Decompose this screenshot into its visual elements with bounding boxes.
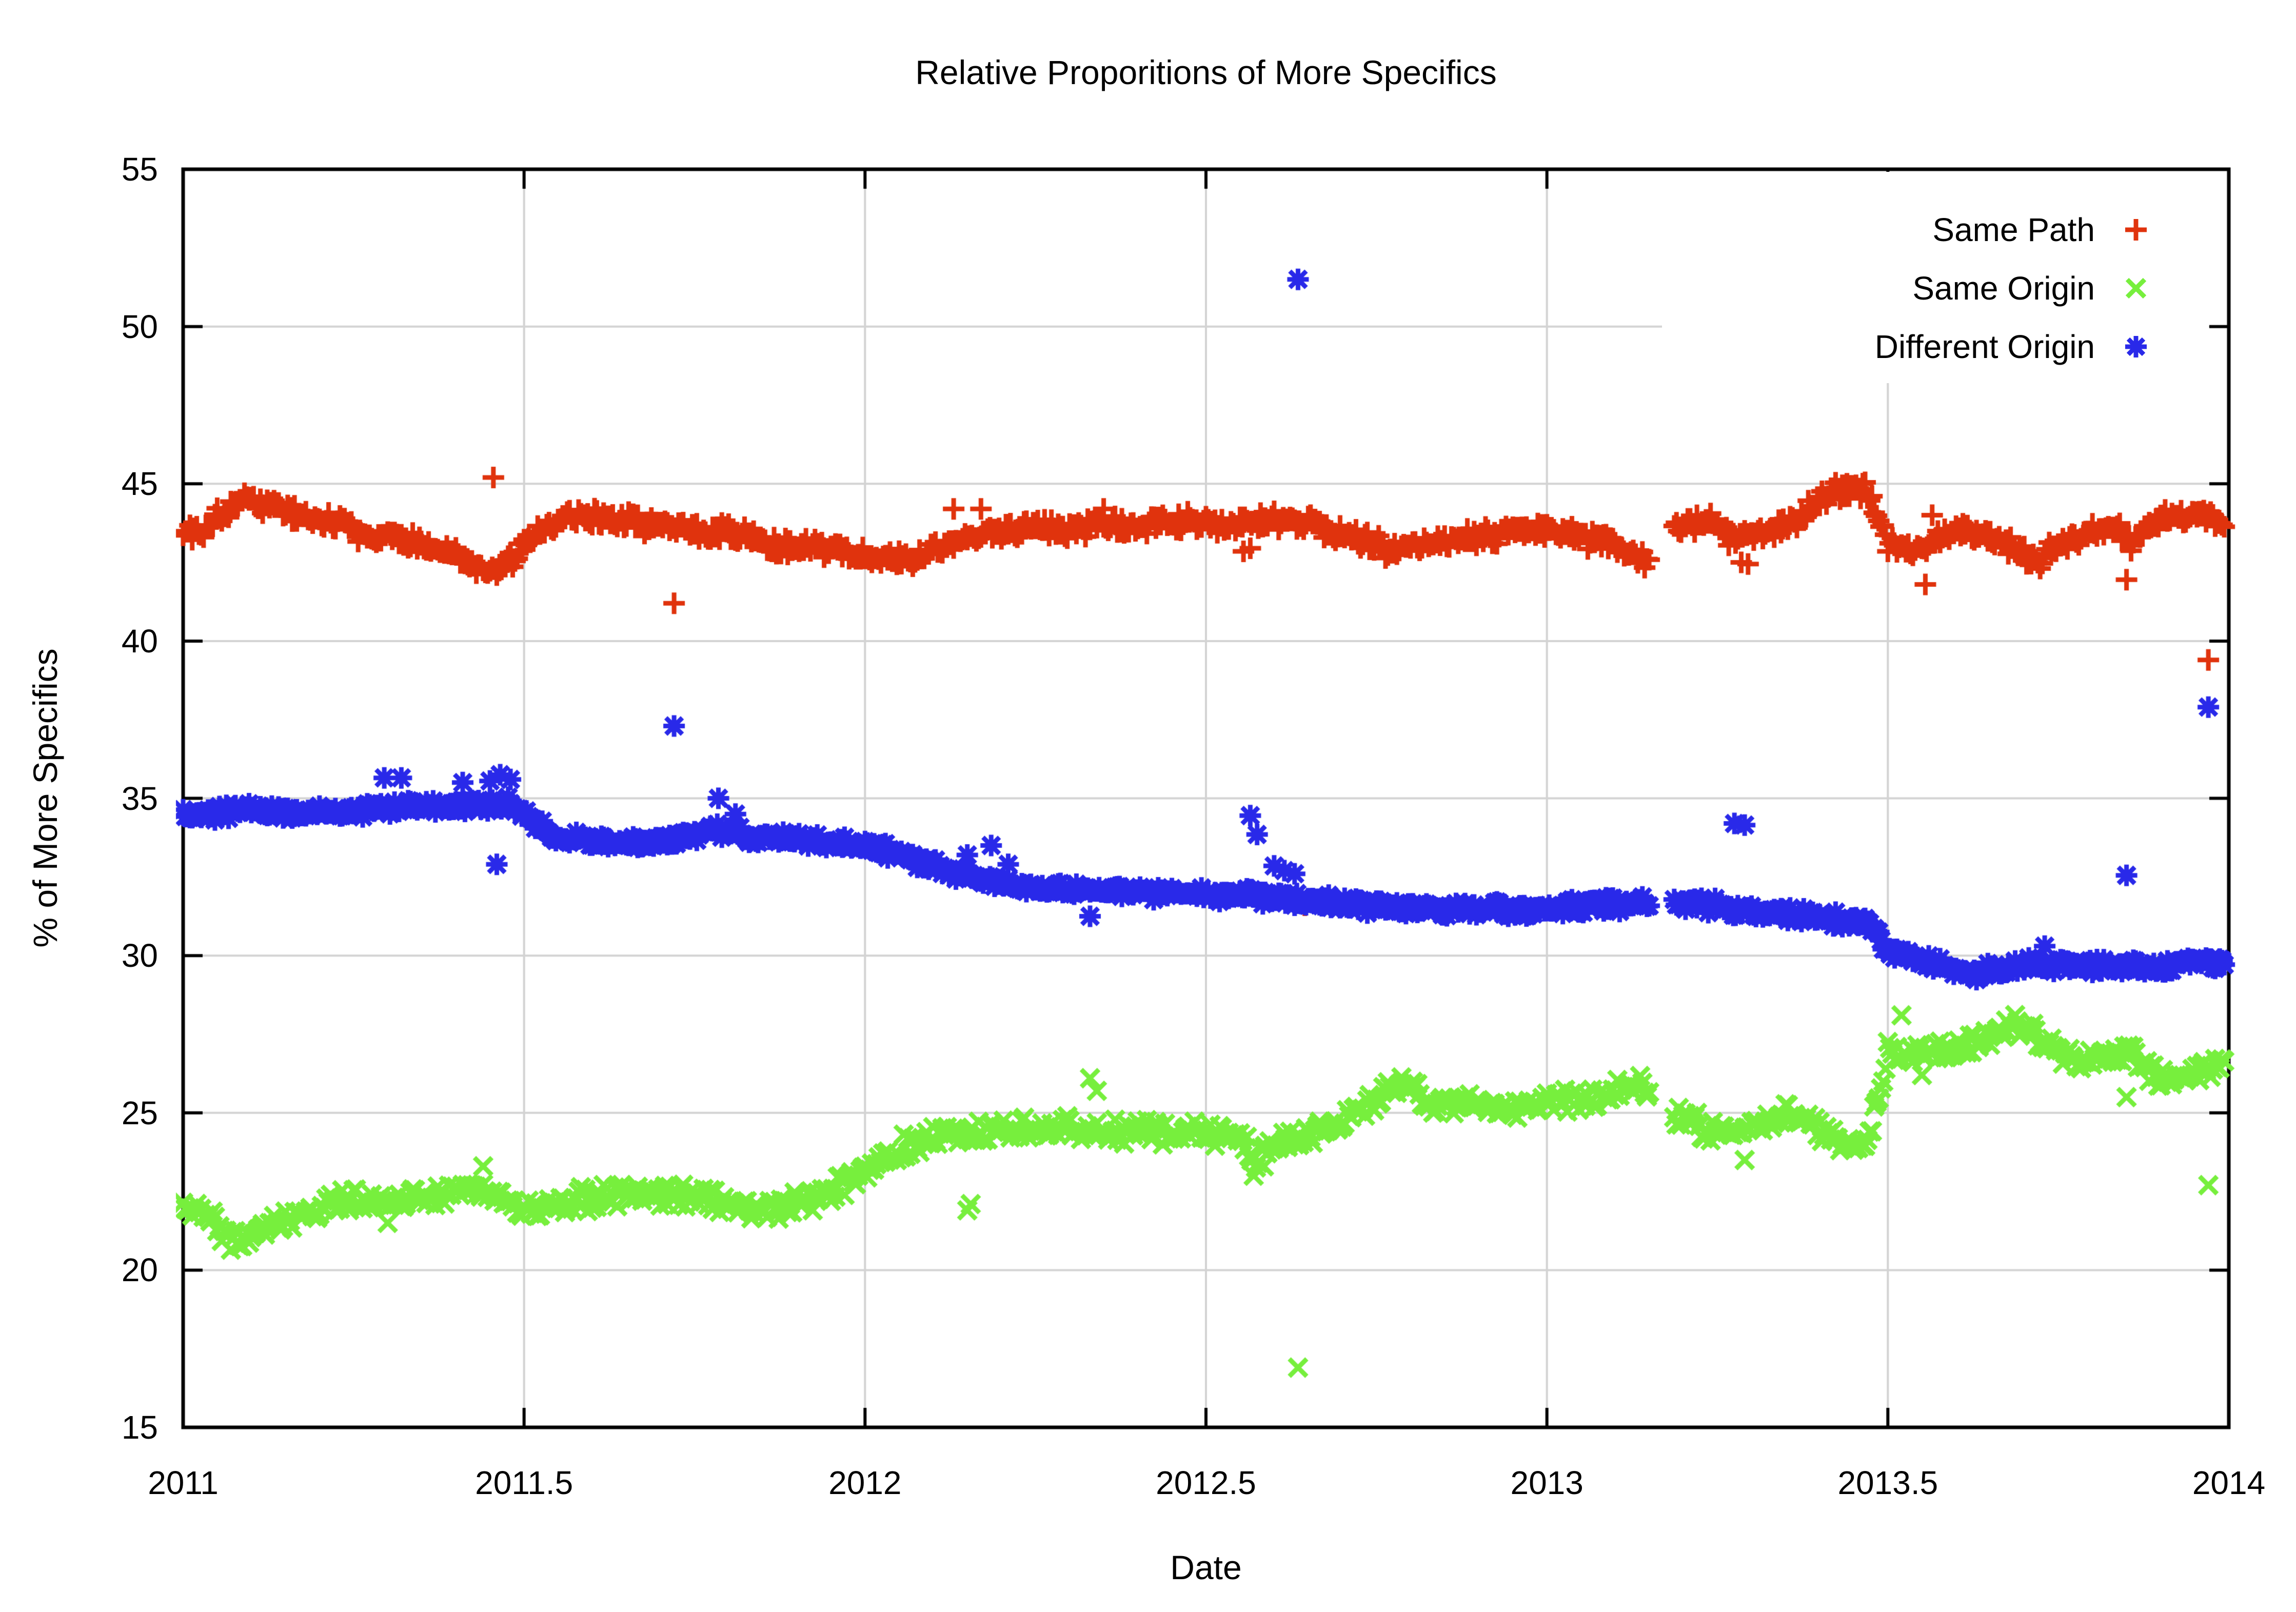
x-tick-label: 2011.5 bbox=[475, 1464, 573, 1501]
legend-label-same-path: Same Path bbox=[1932, 211, 2095, 248]
y-tick-label: 45 bbox=[121, 465, 158, 503]
different-origin-asterisk-marker-icon bbox=[2125, 336, 2147, 357]
legend-item-different-origin: Different Origin bbox=[1662, 317, 2209, 376]
x-tick-label: 2014 bbox=[2192, 1464, 2266, 1501]
same-path-plus-marker-icon bbox=[2125, 219, 2147, 241]
same-origin-cross-marker-icon bbox=[2125, 277, 2147, 299]
legend-item-same-path: Same Path bbox=[1662, 201, 2209, 259]
x-axis-label: Date bbox=[1170, 1548, 1242, 1586]
legend-label-different-origin: Different Origin bbox=[1874, 328, 2095, 365]
y-tick-label: 25 bbox=[121, 1094, 158, 1131]
y-tick-label: 40 bbox=[121, 622, 158, 660]
y-tick-label: 50 bbox=[121, 308, 158, 345]
legend-label-same-origin: Same Origin bbox=[1912, 270, 2095, 307]
y-tick-label: 30 bbox=[121, 937, 158, 974]
x-tick-label: 2012 bbox=[828, 1464, 902, 1501]
chart-title: Relative Proporitions of More Specifics bbox=[915, 53, 1497, 91]
x-tick-label: 2011 bbox=[148, 1464, 219, 1501]
x-tick-label: 2013.5 bbox=[1837, 1464, 1938, 1501]
y-tick-label: 20 bbox=[121, 1251, 158, 1289]
y-tick-label: 35 bbox=[121, 780, 158, 817]
y-tick-label: 15 bbox=[121, 1409, 158, 1446]
x-tick-label: 2013 bbox=[1510, 1464, 1584, 1501]
legend-item-same-origin: Same Origin bbox=[1662, 259, 2209, 317]
legend: Same Path Same Origin Different Origin bbox=[1662, 172, 2209, 383]
x-tick-label: 2012.5 bbox=[1156, 1464, 1256, 1501]
y-tick-label: 55 bbox=[121, 151, 158, 188]
